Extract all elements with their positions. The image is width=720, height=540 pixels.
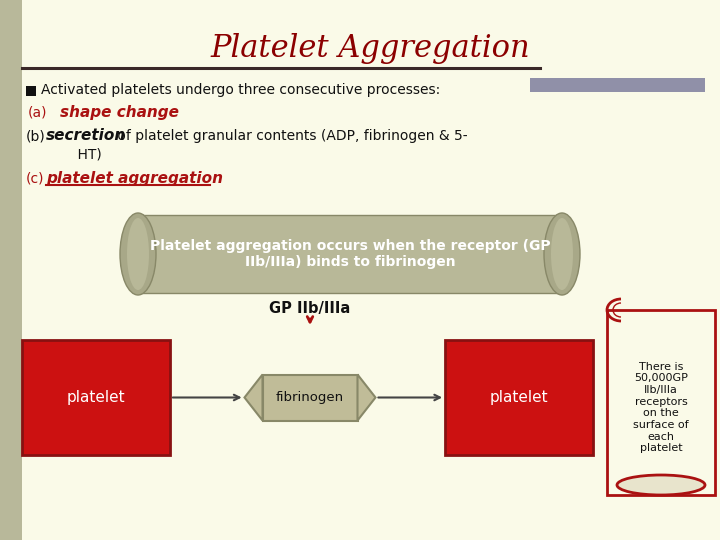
Ellipse shape xyxy=(617,475,705,495)
Bar xyxy=(0,0,22,540)
Ellipse shape xyxy=(120,213,156,295)
Text: (a): (a) xyxy=(28,105,48,119)
Text: (c): (c) xyxy=(26,171,45,185)
Bar xyxy=(445,340,593,455)
Text: platelet: platelet xyxy=(67,390,125,405)
Polygon shape xyxy=(245,375,263,421)
Ellipse shape xyxy=(544,213,580,295)
Text: Platelet Aggregation: Platelet Aggregation xyxy=(210,32,530,64)
Text: GP IIb/IIIa: GP IIb/IIIa xyxy=(269,300,351,315)
Text: There is
50,000GP
IIb/IIIa
receptors
on the
surface of
each
platelet: There is 50,000GP IIb/IIIa receptors on … xyxy=(633,362,689,453)
Text: HT): HT) xyxy=(60,147,102,161)
Bar xyxy=(530,78,705,92)
Text: fibrinogen: fibrinogen xyxy=(276,391,344,404)
Text: platelet: platelet xyxy=(490,390,549,405)
FancyBboxPatch shape xyxy=(138,215,562,293)
Text: Platelet aggregation occurs when the receptor (GP
IIb/IIIa) binds to fibrinogen: Platelet aggregation occurs when the rec… xyxy=(150,239,550,269)
Text: of platelet granular contents (ADP, fibrinogen & 5-: of platelet granular contents (ADP, fibr… xyxy=(113,129,467,143)
Text: Activated platelets undergo three consecutive processes:: Activated platelets undergo three consec… xyxy=(41,83,440,97)
Polygon shape xyxy=(358,375,376,421)
Text: secretion: secretion xyxy=(46,129,126,144)
Ellipse shape xyxy=(127,218,149,290)
Bar xyxy=(26,86,36,96)
Ellipse shape xyxy=(551,218,573,290)
Bar xyxy=(263,375,358,421)
FancyBboxPatch shape xyxy=(607,310,715,495)
Text: platelet aggregation: platelet aggregation xyxy=(46,171,223,186)
Bar xyxy=(22,340,170,455)
Text: (b): (b) xyxy=(26,129,46,143)
Text: shape change: shape change xyxy=(60,105,179,119)
